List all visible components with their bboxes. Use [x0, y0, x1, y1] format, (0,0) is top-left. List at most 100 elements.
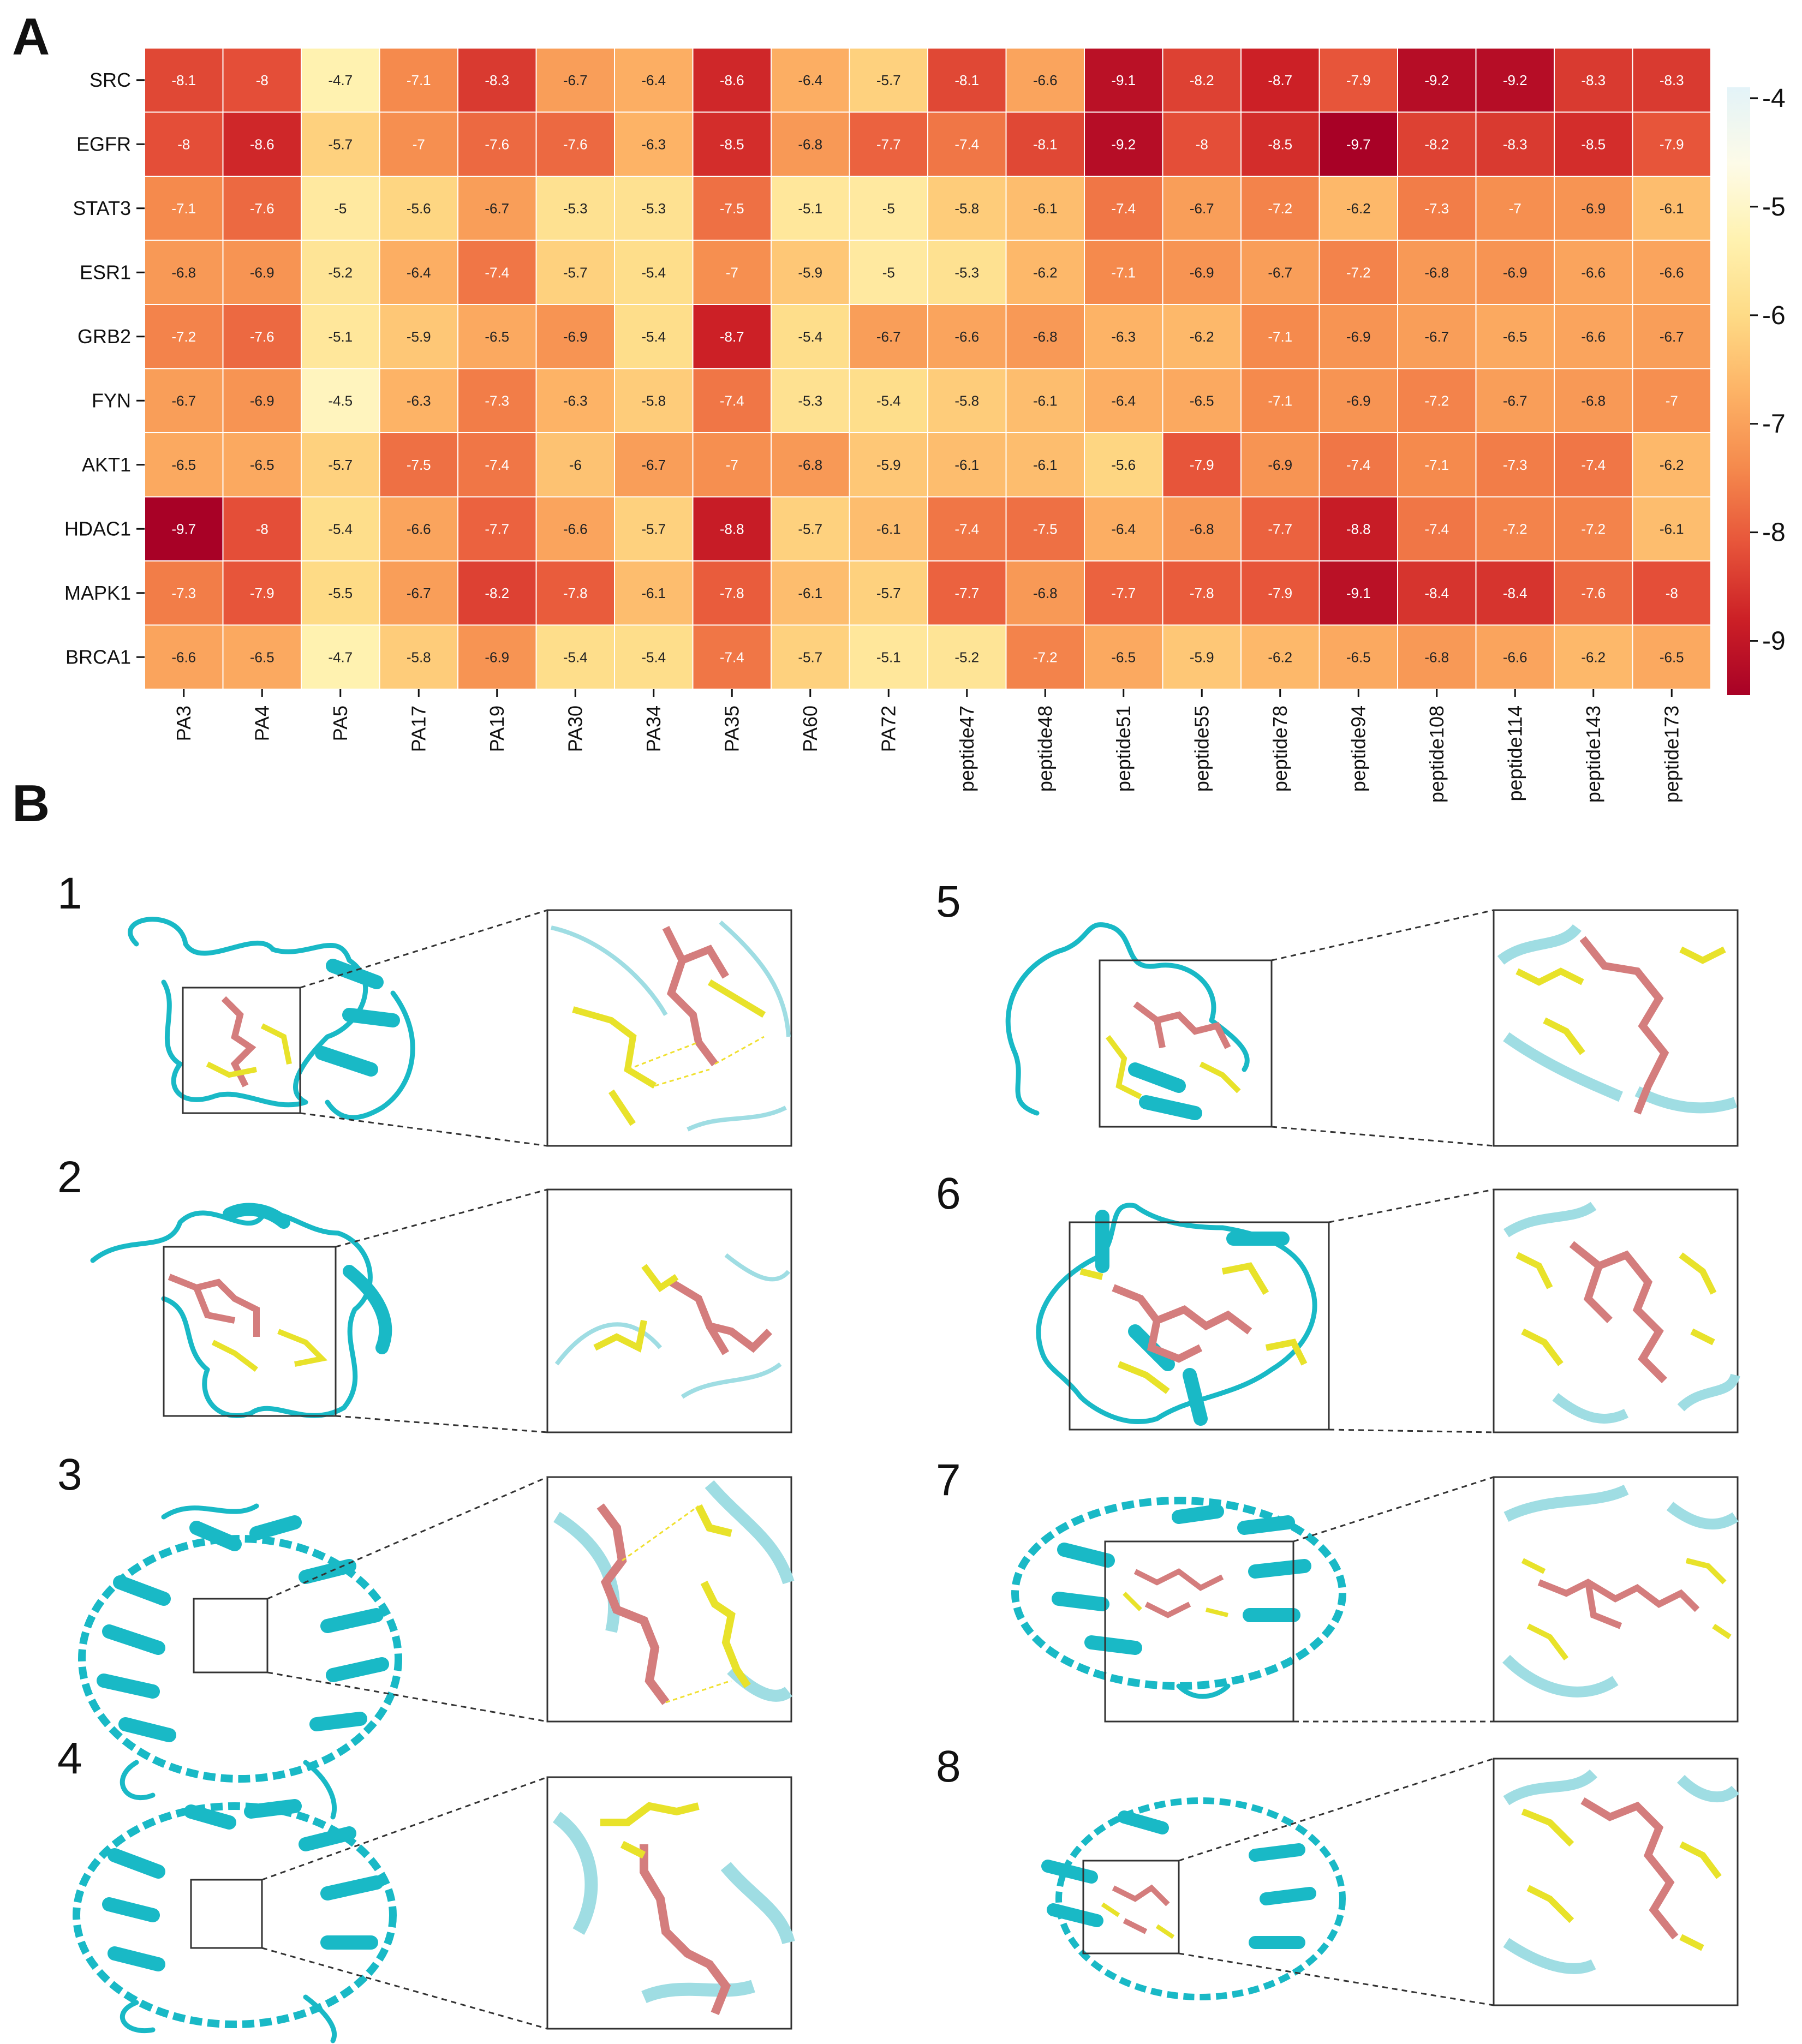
- heatmap-cell: [1632, 368, 1711, 433]
- heatmap-cell-label: -7.4: [1424, 521, 1449, 537]
- heatmap-cell: [692, 368, 772, 433]
- zoom-box-3: [193, 1598, 268, 1674]
- heatmap-cell-label: -7.7: [1268, 521, 1292, 537]
- heatmap-cell-label: -6.2: [1346, 200, 1371, 217]
- heatmap-cell-label: -6.9: [1346, 392, 1371, 409]
- heatmap-cell: [1554, 560, 1633, 626]
- heatmap-row-label: FYN: [92, 389, 131, 411]
- heatmap-cell-label: -6.8: [171, 264, 196, 280]
- heatmap-cell-label: -6.4: [641, 72, 666, 88]
- heatmap-cell-label: -6.4: [407, 264, 431, 280]
- heatmap-cell: [1632, 560, 1711, 626]
- heatmap-cell: [692, 240, 772, 305]
- docking-number-3: 3: [57, 1450, 82, 1499]
- heatmap-cell: [1005, 47, 1085, 113]
- docking-number-7: 7: [936, 1455, 961, 1505]
- heatmap-cell: [1084, 176, 1163, 241]
- heatmap-cell-label: -6.1: [798, 585, 822, 601]
- heatmap-cell-label: -5.7: [876, 72, 901, 88]
- heatmap-cell-label: -5.8: [641, 392, 666, 409]
- heatmap-cell-label: -7.2: [1424, 392, 1449, 409]
- heatmap-row-label: EGFR: [76, 133, 131, 155]
- heatmap-cell-label: -6.6: [1581, 264, 1606, 280]
- heatmap-cell: [771, 240, 850, 305]
- heatmap-cell-label: -5.1: [798, 200, 822, 217]
- heatmap-cell-label: -7.9: [1660, 136, 1684, 152]
- heatmap-cell-label: -6.9: [1346, 328, 1371, 345]
- heatmap-cell-label: -6.1: [1033, 392, 1058, 409]
- heatmap-cell: [222, 496, 302, 561]
- heatmap-cell: [692, 496, 772, 561]
- heatmap-cell-label: -8.1: [954, 72, 979, 88]
- colorbar-tick-label: -7: [1762, 410, 1786, 439]
- docking-number-6: 6: [936, 1169, 961, 1218]
- heatmap-cell-label: -6.1: [954, 457, 979, 473]
- docking-number-1: 1: [57, 869, 82, 918]
- heatmap-cell-label: -8: [256, 521, 268, 537]
- docking-closeup-4: [546, 1776, 795, 2030]
- heatmap-cell: [144, 111, 224, 177]
- heatmap-cell-label: -7.3: [1424, 200, 1449, 217]
- heatmap-cell: [301, 111, 380, 177]
- heatmap-cell-label: -6.6: [563, 521, 588, 537]
- heatmap-cell-label: -8: [177, 136, 190, 152]
- zoom-box-5: [1099, 959, 1273, 1128]
- zoom-line-7a: [1293, 1476, 1494, 1543]
- heatmap-cell: [457, 496, 537, 561]
- zoom-box-4: [190, 1879, 263, 1949]
- heatmap-cell-label: -5.7: [876, 585, 901, 601]
- zoom-box-6: [1069, 1221, 1330, 1431]
- heatmap-cell: [222, 47, 302, 113]
- heatmap-cell-label: -6.8: [1190, 521, 1214, 537]
- heatmap-cell-label: -8.3: [485, 72, 509, 88]
- heatmap-cell: [692, 111, 772, 177]
- heatmap-row-label: SRC: [89, 69, 131, 91]
- heatmap-cell: [301, 176, 380, 241]
- heatmap-row-label: AKT1: [82, 453, 131, 476]
- heatmap-cell-label: -7.1: [407, 72, 431, 88]
- heatmap-cell-label: -6.6: [954, 328, 979, 345]
- heatmap-cell: [1554, 176, 1633, 241]
- heatmap-cell: [301, 496, 380, 561]
- heatmap-cell-label: -7.4: [1346, 457, 1371, 473]
- heatmap-column-label: peptide94: [1347, 706, 1369, 792]
- heatmap-cell-label: -7: [1666, 392, 1678, 409]
- heatmap-cell: [927, 624, 1007, 690]
- heatmap-column-label: PA60: [799, 706, 821, 752]
- heatmap-cell-label: -7.6: [250, 200, 275, 217]
- heatmap-cell-label: -6.2: [1268, 649, 1292, 665]
- heatmap-cell-label: -7.6: [563, 136, 588, 152]
- heatmap-cell-label: -5.7: [563, 264, 588, 280]
- heatmap-cell: [1318, 111, 1398, 177]
- docking-structure-2: [90, 1203, 392, 1418]
- heatmap-cell-label: -7: [1509, 200, 1521, 217]
- heatmap-cell-label: -4.7: [328, 649, 353, 665]
- colorbar-tick-label: -9: [1762, 627, 1786, 656]
- heatmap-cell-label: -6.8: [1033, 585, 1058, 601]
- heatmap-cell: [1162, 176, 1242, 241]
- heatmap-cell-label: -6.7: [1503, 392, 1527, 409]
- heatmap-cell-label: -6.2: [1660, 457, 1684, 473]
- heatmap-column-label: PA72: [877, 706, 899, 752]
- heatmap-cell: [457, 368, 537, 433]
- heatmap-cell-label: -7.4: [1581, 457, 1606, 473]
- heatmap-cell-label: -6.9: [1581, 200, 1606, 217]
- heatmap-cell: [1318, 560, 1398, 626]
- heatmap-cell-label: -7.6: [485, 136, 509, 152]
- heatmap-cell: [1475, 47, 1555, 113]
- heatmap-cell-label: -6.7: [1424, 328, 1449, 345]
- heatmap-cell: [849, 176, 928, 241]
- docking-structure-1: [128, 917, 415, 1120]
- zoom-line-3a: [267, 1476, 548, 1600]
- heatmap-cell: [144, 560, 224, 626]
- heatmap-cell-label: -7.4: [1111, 200, 1136, 217]
- heatmap-cell: [535, 47, 615, 113]
- heatmap-cell-label: -5.4: [798, 328, 822, 345]
- docking-ligand-1: [206, 996, 292, 1087]
- heatmap-cell-label: -7.6: [250, 328, 275, 345]
- heatmap-cell: [614, 111, 694, 177]
- heatmap-cell-label: -5.9: [798, 264, 822, 280]
- heatmap-cell: [301, 304, 380, 369]
- heatmap-cell: [927, 304, 1007, 369]
- heatmap-cell-label: -6.8: [798, 136, 822, 152]
